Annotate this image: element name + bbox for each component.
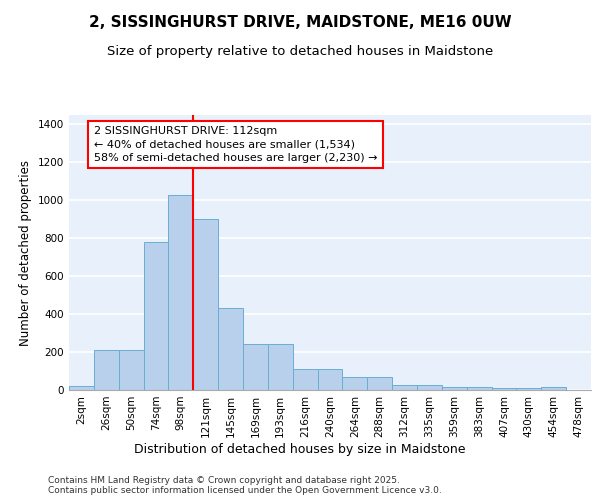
Bar	[467, 386, 491, 390]
Bar	[193, 220, 218, 390]
Bar	[94, 350, 119, 390]
Bar	[243, 344, 268, 390]
Bar	[293, 369, 317, 390]
Bar	[442, 386, 467, 390]
Bar	[517, 388, 541, 390]
Bar	[169, 194, 193, 390]
Bar	[417, 386, 442, 390]
Bar	[317, 369, 343, 390]
Text: Distribution of detached houses by size in Maidstone: Distribution of detached houses by size …	[134, 442, 466, 456]
Bar	[343, 376, 367, 390]
Text: 2 SISSINGHURST DRIVE: 112sqm
← 40% of detached houses are smaller (1,534)
58% of: 2 SISSINGHURST DRIVE: 112sqm ← 40% of de…	[94, 126, 377, 163]
Bar	[491, 388, 517, 390]
Text: Contains HM Land Registry data © Crown copyright and database right 2025.
Contai: Contains HM Land Registry data © Crown c…	[48, 476, 442, 495]
Bar	[143, 242, 169, 390]
Bar	[218, 308, 243, 390]
Bar	[268, 344, 293, 390]
Bar	[367, 376, 392, 390]
Bar	[541, 387, 566, 390]
Y-axis label: Number of detached properties: Number of detached properties	[19, 160, 32, 346]
Bar	[119, 350, 143, 390]
Text: Size of property relative to detached houses in Maidstone: Size of property relative to detached ho…	[107, 45, 493, 58]
Text: 2, SISSINGHURST DRIVE, MAIDSTONE, ME16 0UW: 2, SISSINGHURST DRIVE, MAIDSTONE, ME16 0…	[89, 15, 511, 30]
Bar	[392, 386, 417, 390]
Bar	[69, 386, 94, 390]
